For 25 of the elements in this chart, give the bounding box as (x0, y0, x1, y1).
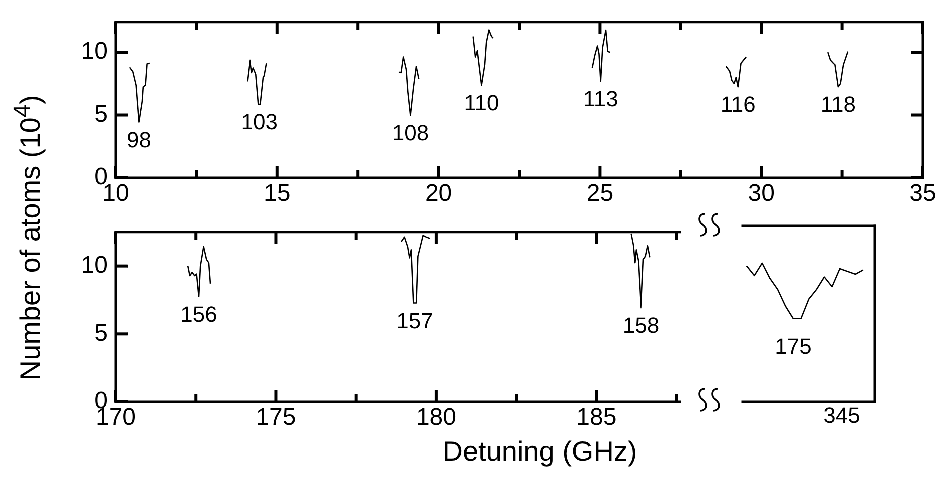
y-tick-label: 5 (94, 320, 108, 347)
annotation: 118 (820, 92, 856, 118)
text: 345 (824, 403, 860, 428)
annotation: 113 (583, 86, 618, 112)
annotation: 175 (775, 334, 812, 359)
annotation: 98 (127, 127, 152, 152)
x-tick-label: 25 (586, 180, 614, 208)
x-tick-label: 180 (416, 404, 456, 432)
annotation: 157 (396, 308, 434, 334)
annotation: 108 (392, 120, 430, 146)
x-tick-label: 30 (748, 180, 775, 208)
y-tick-label: 5 (94, 100, 108, 128)
annotation: 116 (720, 92, 756, 118)
annotation: 158 (622, 313, 660, 338)
x-axis-title: Detuning (GHz) (442, 436, 638, 468)
x-tick-label: 35 (910, 180, 936, 208)
y-tick-label: 10 (81, 38, 108, 66)
x-tick-label: 20 (425, 180, 452, 208)
x-tick-label: 15 (264, 180, 291, 208)
x-tick-label: 175 (256, 404, 296, 432)
y-tick-label: 10 (81, 252, 108, 279)
annotation: 156 (180, 302, 218, 327)
annotation: 110 (464, 90, 500, 116)
x-tick-label: 185 (576, 404, 617, 432)
annotation: 103 (241, 110, 278, 135)
